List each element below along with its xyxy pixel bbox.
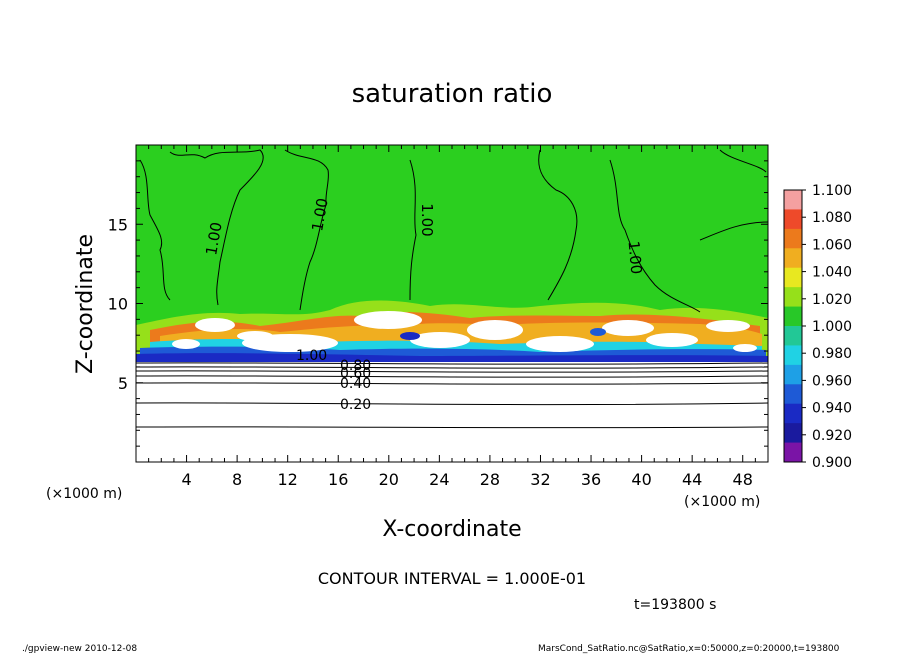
contour-label: 0.40 — [340, 376, 371, 392]
colorbar-swatch — [784, 228, 802, 249]
x-tick-label: 36 — [581, 470, 601, 489]
colorbar-swatch — [784, 423, 802, 444]
contour-lines-lower — [135, 362, 769, 429]
x-tick-label: 24 — [429, 470, 449, 489]
contour-lines-upper — [139, 149, 769, 313]
colorbar: 1.100 1.080 1.060 1.040 1.020 1.000 0.980 0.960… — [783, 183, 852, 471]
colorbar-label: 0.940 — [812, 401, 852, 417]
colorbar-swatch — [784, 209, 802, 230]
x-axis: 4 8 12 16 20 24 28 32 36 40 44 48 — [148, 145, 756, 489]
x-tick-label: 8 — [232, 470, 242, 489]
cloud-band — [136, 300, 768, 362]
contour-labels: 1.00 1.00 1.00 1.00 1.00 0.80 0.60 0.40 … — [202, 197, 645, 413]
x-tick-label: 28 — [480, 470, 500, 489]
x-axis-label: X-coordinate — [382, 517, 521, 542]
footer-left: ./gpview-new 2010-12-08 — [22, 644, 137, 654]
colorbar-label: 1.100 — [812, 183, 852, 199]
x-tick-label: 16 — [328, 470, 348, 489]
y-tick-label: 15 — [108, 215, 128, 234]
region-unsaturated — [136, 360, 768, 462]
colorbar-label: 0.980 — [812, 346, 852, 362]
y-tick-label: 10 — [108, 295, 128, 314]
x-tick-label: 4 — [181, 470, 191, 489]
y-tick-label: 5 — [118, 374, 128, 393]
x-tick-label: 48 — [733, 470, 753, 489]
colorbar-label: 1.020 — [812, 292, 852, 308]
contour-label: 0.20 — [340, 397, 371, 413]
colorbar-swatch — [784, 306, 802, 327]
colorbar-swatch — [784, 267, 802, 288]
contour-label: 1.00 — [418, 203, 436, 236]
contour-label: 0.60 — [340, 366, 371, 382]
time-label: t=193800 s — [634, 597, 716, 613]
x-unit-left: (×1000 m) — [46, 486, 122, 502]
footer-right: MarsCond_SatRatio.nc@SatRatio,x=0:50000,… — [538, 644, 840, 654]
colorbar-label: 1.000 — [812, 319, 852, 335]
region-saturated — [136, 145, 768, 325]
x-tick-label: 40 — [631, 470, 651, 489]
y-axis: 5 10 15 — [108, 160, 768, 447]
colorbar-label: 1.080 — [812, 210, 852, 226]
colorbar-swatch — [784, 345, 802, 366]
chart-title: saturation ratio — [352, 79, 553, 109]
colorbar-swatch — [784, 287, 802, 308]
x-unit-right: (×1000 m) — [684, 494, 760, 510]
colorbar-label: 0.920 — [812, 428, 852, 444]
x-tick-label: 12 — [278, 470, 298, 489]
colorbar-swatch — [784, 326, 802, 346]
colorbar-label: 0.960 — [812, 373, 852, 389]
colorbar-swatch — [784, 248, 802, 269]
contour-label: 1.00 — [202, 221, 226, 257]
contour-interval: CONTOUR INTERVAL = 1.000E-01 — [318, 569, 586, 588]
x-tick-label: 32 — [530, 470, 550, 489]
colorbar-swatch — [784, 364, 802, 385]
contour-label: 1.00 — [296, 348, 327, 364]
y-axis-label: Z-coordinate — [73, 234, 98, 374]
colorbar-swatch — [784, 190, 802, 210]
colorbar-label: 0.900 — [812, 455, 852, 471]
contour-label: 1.00 — [308, 197, 332, 233]
colorbar-swatch — [784, 403, 802, 424]
colorbar-swatch — [784, 442, 802, 463]
colorbar-swatch — [784, 384, 802, 405]
contour-label: 0.80 — [340, 358, 371, 374]
colorbar-label: 1.060 — [812, 237, 852, 253]
contour-label: 1.00 — [625, 240, 646, 275]
plot-area: 1.00 1.00 1.00 1.00 1.00 0.80 0.60 0.40 … — [135, 144, 769, 463]
x-tick-label: 44 — [682, 470, 702, 489]
colorbar-label: 1.040 — [812, 265, 852, 281]
x-tick-label: 20 — [379, 470, 399, 489]
